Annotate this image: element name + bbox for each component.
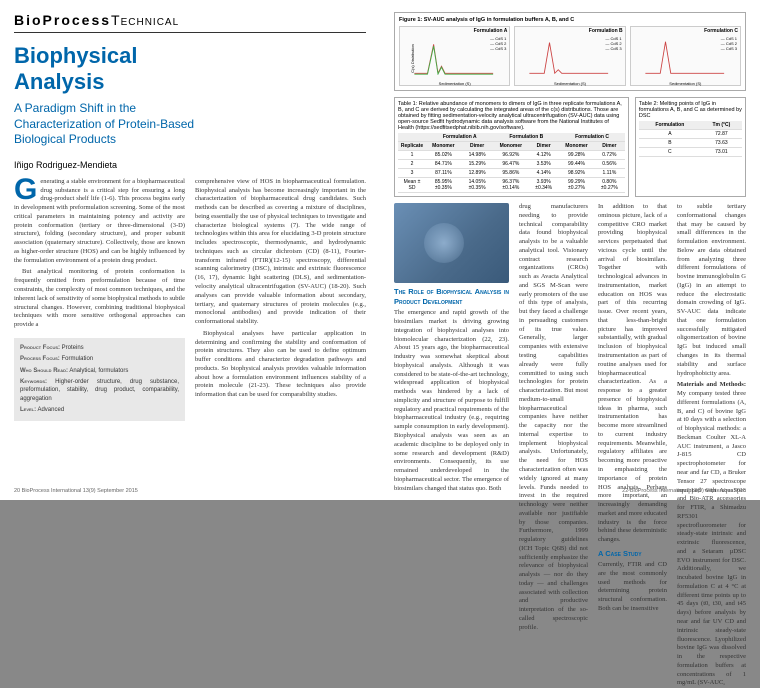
header-a: BioProcess: [14, 12, 111, 28]
para-1: enerating a stable environment for a bio…: [14, 178, 185, 264]
chart-a-xaxis: Sedimentation (S): [439, 81, 471, 86]
header-rule: [14, 32, 366, 33]
title-block: Biophysical Analysis A Paradigm Shift in…: [14, 43, 208, 148]
sb-l2: Process Focus:: [20, 356, 60, 362]
col-1: Generating a stable environment for a bi…: [14, 178, 185, 421]
chart-a: Formulation A — CdS 1— CdS 2— CdS 3 C(s)…: [399, 26, 510, 86]
chart-b-xaxis: Sedimentation (S): [554, 81, 586, 86]
rcol-2: drug manufacturers needing to provide te…: [519, 203, 588, 688]
tbl2-table: FormulationTm (°C) A72.87 B73.63 C73.01: [639, 121, 742, 157]
chart-c: Formulation C — CdS 1— CdS 2— CdS 3 Sedi…: [630, 26, 741, 86]
page-header: BioProcessTechnical: [14, 12, 366, 28]
sb-l4: Keywords:: [20, 379, 47, 385]
r4: to subtle tertiary conformational change…: [677, 203, 746, 378]
charts-row: Formulation A — CdS 1— CdS 2— CdS 3 C(s)…: [399, 26, 741, 86]
tbl2-caption: Table 2: Melting points of IgG in formul…: [639, 101, 742, 119]
hero-image: [394, 203, 509, 283]
article-title: Biophysical Analysis: [14, 43, 208, 95]
rcol-1: The Role of Biophysical Analysis in Prod…: [394, 203, 509, 688]
sb-l3: Who Should Read:: [20, 368, 68, 374]
tables-row: Table 1: Relative abundance of monomers …: [394, 97, 746, 203]
sb-v1: Proteins: [62, 345, 84, 351]
sb-v5: Advanced: [37, 407, 64, 413]
fig1-caption: Figure 1: SV-AUC analysis of IgG in form…: [399, 17, 574, 23]
section-head-1: The Role of Biophysical Analysis in Prod…: [394, 287, 509, 307]
chart-a-title: Formulation A: [474, 28, 508, 34]
right-body-columns: The Role of Biophysical Analysis in Prod…: [394, 203, 746, 688]
chart-b-title: Formulation B: [589, 28, 623, 34]
rcol-4: to subtle tertiary conformational change…: [677, 203, 746, 688]
sb-v2: Formulation: [61, 356, 93, 362]
page-left: BioProcessTechnical Biophysical Analysis…: [0, 0, 380, 500]
page-right: Figure 1: SV-AUC analysis of IgG in form…: [380, 0, 760, 500]
table-1: Table 1: Relative abundance of monomers …: [394, 97, 629, 197]
header-b: Technical: [111, 12, 179, 28]
r1: The emergence and rapid growth of the bi…: [394, 309, 509, 493]
sb-v3: Analytical, formulators: [69, 368, 128, 374]
para-2: comprehensive view of HOS in biopharmace…: [195, 178, 366, 327]
r4h: Materials and Methods:: [677, 381, 746, 388]
table-2: Table 2: Melting points of IgG in formul…: [635, 97, 746, 197]
chart-c-title: Formulation C: [704, 28, 738, 34]
rcol-3: In addition to that ominous picture, lac…: [598, 203, 667, 688]
r3b: Currently, FTIR and CD are the most comm…: [598, 561, 667, 614]
section-head-2: A Case Study: [598, 549, 667, 559]
chart-c-xaxis: Sedimentation (S): [669, 81, 701, 86]
dropcap: G: [14, 178, 40, 202]
tbl1-table: Formulation AFormulation BFormulation C …: [398, 133, 625, 193]
figure-1: Figure 1: SV-AUC analysis of IgG in form…: [394, 12, 746, 91]
author: Iñigo Rodriguez-Mendieta: [14, 160, 366, 170]
sb-l1: Product Focus:: [20, 345, 60, 351]
tbl1-caption: Table 1: Relative abundance of monomers …: [398, 101, 625, 131]
para-2b: Biophysical analyses have particular app…: [195, 330, 366, 400]
footer-right: 22 BioProcess International 13(9) Septem…: [622, 488, 746, 494]
para-1b: But analytical monitoring of protein con…: [14, 268, 185, 329]
article-subtitle: A Paradigm Shift in the Characterization…: [14, 101, 208, 148]
col-2: comprehensive view of HOS in biopharmace…: [195, 178, 366, 421]
footer-left: 20 BioProcess International 13(9) Septem…: [14, 488, 138, 494]
chart-b: Formulation B — CdS 1— CdS 2— CdS 3 Sedi…: [514, 26, 625, 86]
r4b: My company tested three different formul…: [677, 390, 746, 686]
sidebar-box: Product Focus: Proteins Process Focus: F…: [14, 338, 185, 421]
sb-l5: Level:: [20, 407, 36, 413]
r2: drug manufacturers needing to provide te…: [519, 203, 588, 633]
body-columns: Generating a stable environment for a bi…: [14, 178, 366, 421]
